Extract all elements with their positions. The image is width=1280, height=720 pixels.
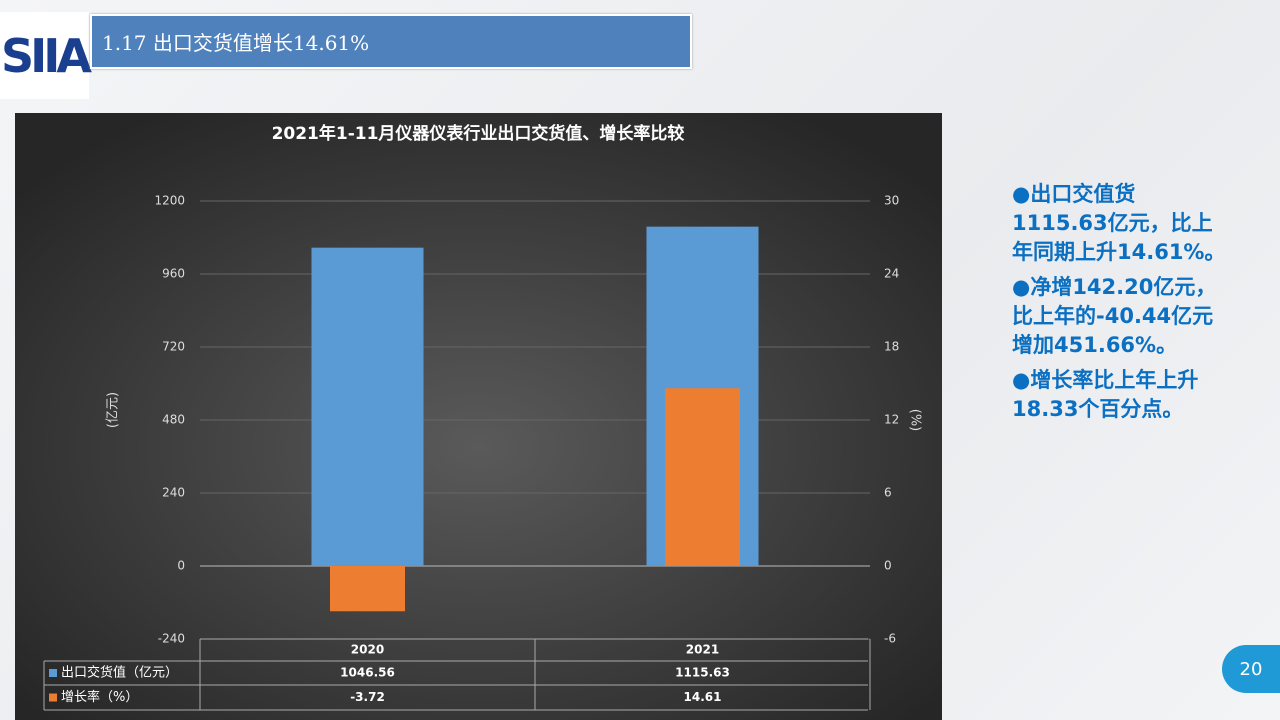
legend-swatch — [49, 669, 57, 677]
table-value: -3.72 — [350, 690, 385, 704]
chart: 2021年1-11月仪器仪表行业出口交货值、增长率比较 (亿元) (%) -24… — [15, 113, 942, 720]
y-tick-label: 480 — [162, 413, 185, 427]
y2-axis-label: (%) — [908, 409, 923, 432]
y2-tick-label: 12 — [884, 413, 899, 427]
bar — [330, 566, 405, 612]
chart-title: 2021年1-11月仪器仪表行业出口交货值、增长率比较 — [272, 123, 685, 144]
note: ●出口交值货1115.63亿元，比上年同期上升14.61%。 — [1012, 182, 1226, 264]
bar — [665, 388, 740, 566]
note: ●净增142.20亿元，比上年的-40.44亿元增加451.66%。 — [1012, 275, 1217, 357]
chart-background — [15, 113, 942, 720]
y2-tick-label: 0 — [884, 559, 892, 573]
legend-label: 增长率（%） — [61, 689, 138, 705]
slide-title: 1.17 出口交货值增长14.61% — [90, 14, 692, 69]
legend-swatch — [49, 693, 57, 702]
table-value: 1115.63 — [675, 666, 730, 680]
y-tick-label: 1200 — [154, 194, 185, 208]
y2-tick-label: -6 — [884, 632, 896, 646]
x-tick-label: 2020 — [351, 643, 384, 657]
y2-tick-label: 24 — [884, 267, 899, 281]
y-tick-label: 720 — [162, 340, 185, 354]
table-value: 14.61 — [684, 690, 722, 704]
logo: SIIA — [0, 12, 92, 99]
y2-tick-label: 18 — [884, 340, 899, 354]
notes: ●出口交值货1115.63亿元，比上年同期上升14.61%。 ●净增142.20… — [1012, 180, 1227, 430]
y-tick-label: 240 — [162, 486, 185, 500]
page-number: 20 — [1222, 645, 1280, 693]
y-axis-label: (亿元) — [106, 392, 121, 428]
y2-tick-label: 30 — [884, 194, 899, 208]
y-tick-label: -240 — [158, 632, 185, 646]
y2-tick-label: 6 — [884, 486, 892, 500]
legend-label: 出口交货值（亿元） — [61, 665, 178, 681]
y-tick-label: 960 — [162, 267, 185, 281]
table-value: 1046.56 — [340, 666, 395, 680]
note: ●增长率比上年上升18.33个百分点。 — [1012, 368, 1199, 421]
y-tick-label: 0 — [177, 559, 185, 573]
bar — [311, 247, 424, 566]
x-tick-label: 2021 — [686, 643, 719, 657]
